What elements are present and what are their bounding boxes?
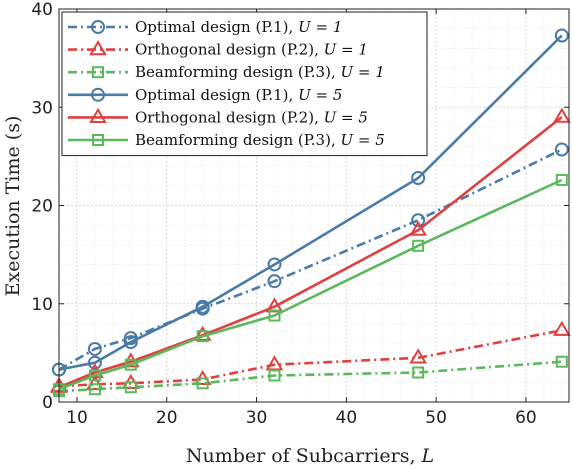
x-tick-label: 40 (336, 408, 358, 428)
x-tick-label: 10 (66, 408, 88, 428)
legend-label: Beamforming design (P.3), U = 1 (135, 63, 385, 81)
legend-entry: Optimal design (P.1), U = 5 (68, 86, 342, 104)
triangle-marker (409, 220, 428, 236)
legend-square-marker (92, 66, 104, 79)
triangle-marker (193, 325, 212, 341)
square-marker (88, 369, 101, 382)
square-marker (88, 383, 101, 396)
y-tick-label: 30 (31, 98, 53, 118)
x-tick-label: 50 (425, 408, 447, 428)
legend-label: Orthogonal design (P.2), U = 1 (135, 41, 368, 59)
square-marker (124, 358, 137, 371)
square-marker (412, 239, 425, 252)
triangle-marker (265, 355, 284, 371)
square-marker (268, 369, 281, 382)
x-tick-label: 20 (156, 408, 178, 428)
square-marker (196, 330, 209, 343)
series-4 (52, 28, 569, 377)
series-line (58, 34, 563, 371)
legend: Optimal design (P.1), U = 1 Orthogonal de… (61, 11, 428, 157)
x-axis-label: Number of Subcarriers, L (186, 445, 434, 467)
legend-entry: Orthogonal design (P.2), U = 5 (68, 107, 368, 126)
legend-triangle-marker (89, 107, 107, 124)
circle-marker (554, 28, 569, 43)
y-tick-label: 40 (31, 0, 53, 20)
legend-triangle-marker (89, 40, 107, 56)
square-marker (124, 381, 137, 394)
square-marker (196, 377, 209, 390)
circle-marker (267, 257, 282, 272)
circle-marker (267, 274, 282, 289)
series-layer (50, 28, 571, 398)
circle-marker (87, 355, 102, 370)
legend-box (61, 11, 428, 157)
square-marker (412, 366, 425, 379)
x-tick-label: 30 (246, 408, 268, 428)
y-tick-label: 10 (31, 295, 53, 315)
legend-entry: Beamforming design (P.3), U = 1 (68, 63, 385, 81)
circle-marker (87, 341, 102, 356)
axes: 10 20 30 40 50 60 0 10 20 30 40 (31, 0, 570, 428)
legend-entry: Orthogonal design (P.2), U = 1 (68, 40, 368, 59)
series-line (58, 148, 563, 371)
legend-circle-marker (91, 20, 105, 34)
y-axis-label: Execution Time (s) (2, 116, 24, 297)
circle-marker (123, 335, 138, 350)
circle-marker (411, 170, 426, 185)
square-marker (268, 309, 281, 322)
y-tick-label: 0 (42, 393, 53, 413)
legend-circle-marker (91, 87, 105, 102)
legend-label: Optimal design (P.1), U = 5 (135, 86, 342, 104)
circle-marker (195, 299, 210, 314)
series-line (58, 178, 563, 391)
series-6 (53, 173, 568, 396)
square-marker (555, 355, 568, 368)
legend-entry: Beamforming design (P.3), U = 5 (68, 131, 385, 149)
series-line (58, 329, 563, 388)
legend-square-marker (92, 134, 104, 146)
triangle-marker (409, 348, 428, 364)
square-marker (555, 173, 568, 186)
legend-label: Optimal design (P.1), U = 1 (135, 18, 342, 36)
triangle-marker (86, 374, 104, 390)
y-tick-label: 20 (31, 197, 53, 217)
circle-marker (554, 142, 569, 157)
triangle-marker (552, 320, 571, 336)
legend-label: Beamforming design (P.3), U = 5 (135, 131, 385, 149)
x-tick-label: 60 (515, 408, 537, 428)
legend-label: Orthogonal design (P.2), U = 5 (135, 108, 368, 126)
legend-entry: Optimal design (P.1), U = 1 (68, 18, 342, 36)
triangle-marker (552, 107, 571, 123)
circle-marker (411, 213, 426, 228)
